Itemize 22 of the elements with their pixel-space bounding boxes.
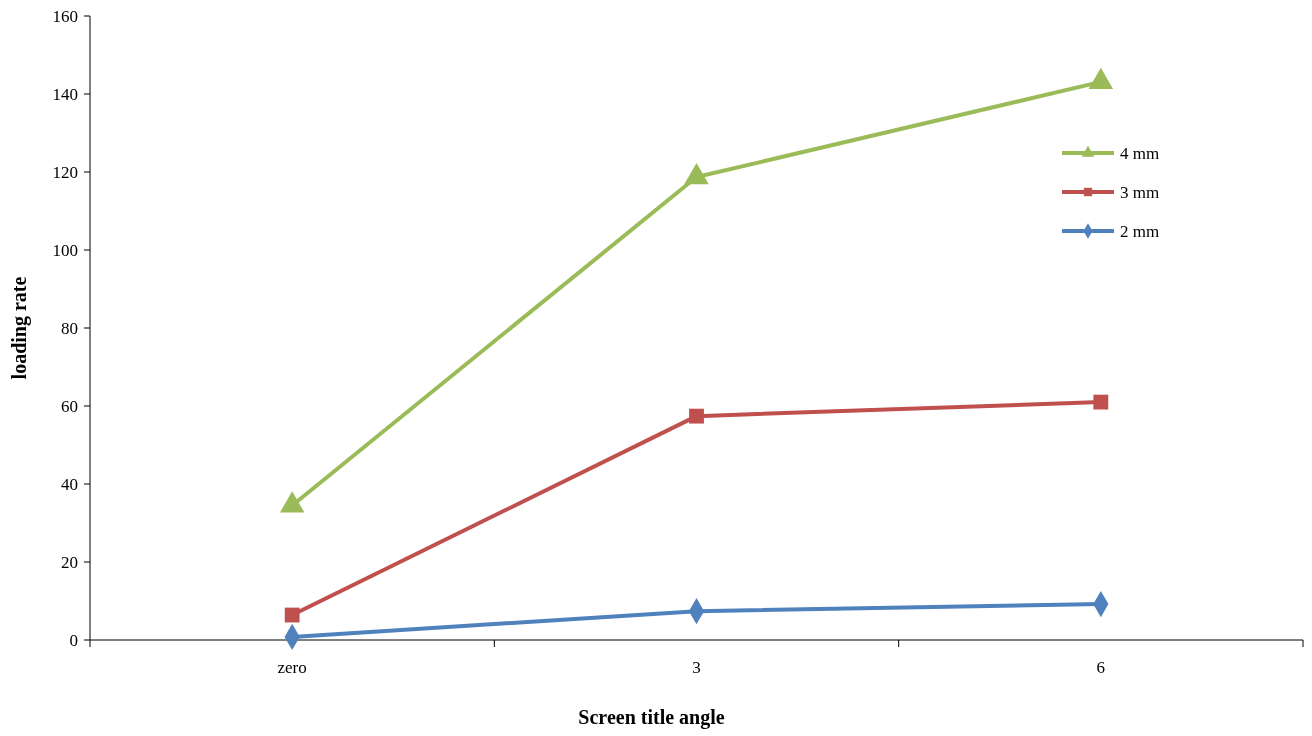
x-tick-label: zero [277,658,307,677]
legend-label: 3 mm [1120,182,1160,202]
y-tick-label: 140 [52,84,78,104]
y-tick-label: 160 [52,6,78,26]
y-tick-label: 40 [61,474,78,494]
y-axis-title: loading rate [8,276,31,380]
y-tick-label: 0 [69,630,78,650]
point [689,408,704,424]
point [1093,394,1109,410]
y-tick-label: 80 [61,318,78,338]
y-tick-label: 60 [61,396,78,416]
x-tick-label: 3 [692,658,701,677]
legend-label: 2 mm [1120,221,1160,241]
y-tick-label: 20 [61,552,78,572]
y-tick-label: 100 [52,240,78,260]
x-axis-title: Screen title angle [578,706,725,729]
point [284,607,300,623]
point [1088,67,1114,89]
y-tick-label: 120 [52,162,78,182]
x-tick-label: 6 [1096,658,1106,677]
point [684,162,709,185]
legend-label: 4 mm [1120,143,1160,163]
